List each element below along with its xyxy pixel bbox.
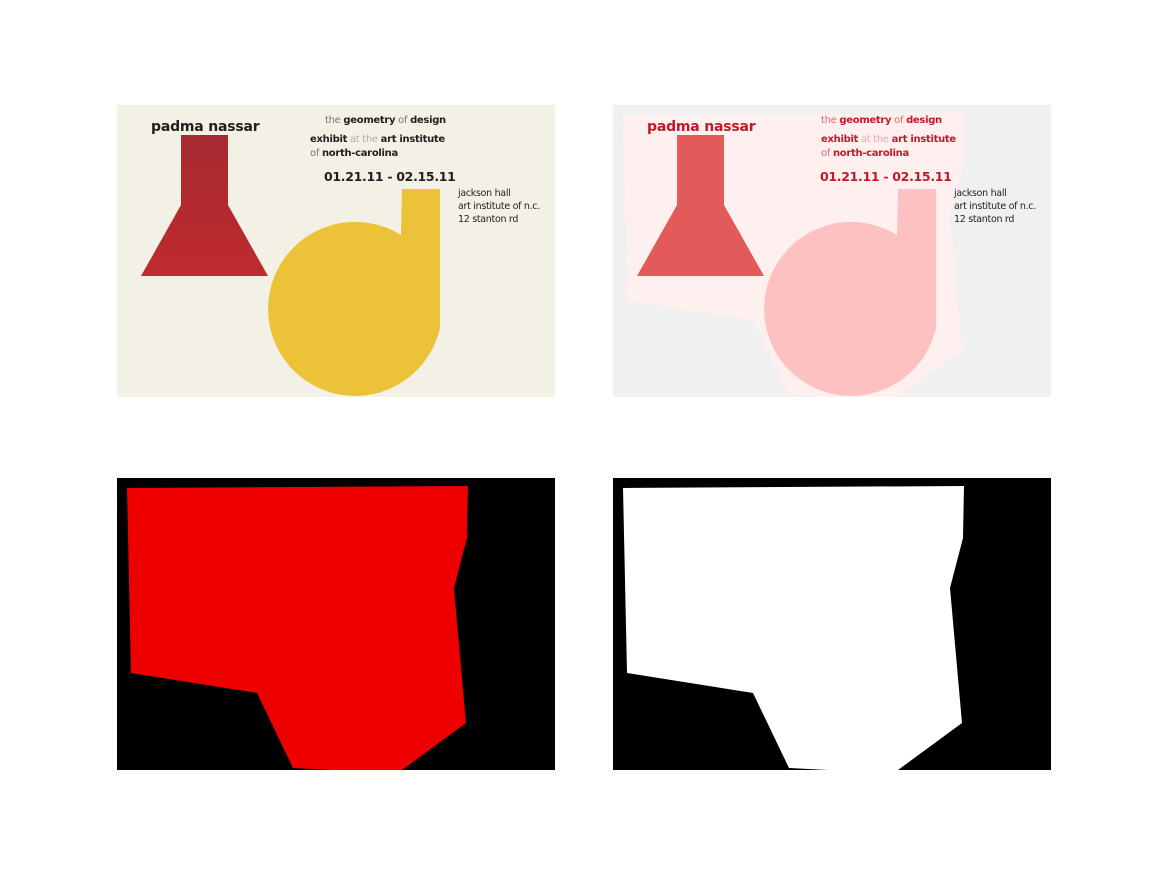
overlay-exhibit-dates: 01.21.11 - 02.15.11 <box>820 169 952 184</box>
title-line: the geometry of design <box>325 115 446 126</box>
overlay-circle-shape <box>764 189 936 396</box>
state-line: of north-carolina <box>310 148 398 159</box>
address-line-2: art institute of n.c. <box>458 201 540 212</box>
address-line-1: jackson hall <box>458 188 511 199</box>
artist-name: padma nassar <box>151 119 260 135</box>
overlay-artist-name: padma nassar <box>647 119 756 135</box>
white-mask-region <box>623 486 964 770</box>
binary-mask-graphics <box>623 486 964 770</box>
binary-mask-panel <box>613 478 1051 770</box>
overlay-address-line-1: jackson hall <box>954 188 1007 199</box>
overlay-panel: padma nassar the geometry of design exhi… <box>613 105 1051 397</box>
overlay-flask-shape <box>637 135 764 276</box>
overlay-address-line-3: 12 stanton rd <box>954 214 1015 225</box>
flask-shape <box>141 135 268 276</box>
red-mask-region <box>127 486 468 770</box>
overlay-title-line: the geometry of design <box>821 115 942 126</box>
exhibit-dates: 01.21.11 - 02.15.11 <box>324 169 456 184</box>
circle-shape <box>268 189 440 396</box>
poster-graphics <box>117 105 555 397</box>
overlay-graphics <box>613 105 1051 397</box>
overlay-exhibit-line: exhibit at the art institute <box>821 134 956 145</box>
red-mask-graphics <box>127 486 468 770</box>
original-poster-panel: padma nassar the geometry of design exhi… <box>117 105 555 397</box>
overlay-state-line: of north-carolina <box>821 148 909 159</box>
red-mask-panel <box>117 478 555 770</box>
address-line-3: 12 stanton rd <box>458 214 519 225</box>
overlay-address-line-2: art institute of n.c. <box>954 201 1036 212</box>
exhibit-line: exhibit at the art institute <box>310 134 445 145</box>
